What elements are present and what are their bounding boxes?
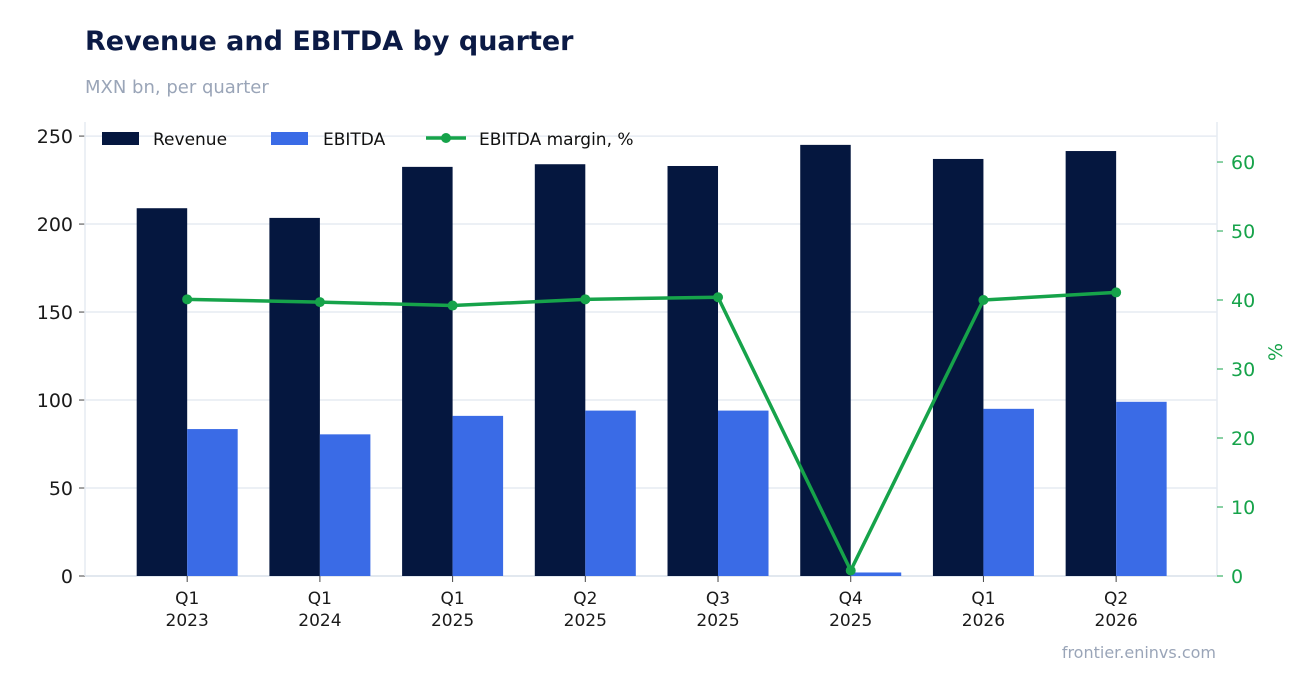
legend-swatch: [271, 132, 308, 145]
left-axis-tick-label: 0: [61, 566, 73, 588]
ebitda-bar: [850, 572, 902, 576]
revenue-bar: [1065, 151, 1117, 576]
x-axis-tick-label: Q1: [440, 589, 464, 609]
x-axis-tick-label: Q1: [308, 589, 332, 609]
revenue-bar: [667, 165, 719, 576]
legend-swatch: [102, 132, 139, 145]
ebitda-bar: [585, 410, 636, 576]
revenue-bar: [402, 166, 453, 577]
legend-label: EBITDA: [323, 130, 386, 150]
x-axis-tick-label: Q4: [839, 589, 863, 609]
legend-swatch-marker: [441, 133, 451, 143]
chart-subtitle: MXN bn, per quarter: [85, 77, 269, 98]
x-axis-tick-label: 2024: [298, 611, 341, 631]
right-axis-label: %: [1265, 343, 1287, 361]
ebitda-margin-point: [845, 565, 856, 576]
x-axis-tick-label: Q1: [971, 589, 995, 609]
ebitda-bar: [718, 410, 769, 576]
left-axis-tick-label: 200: [37, 214, 73, 236]
left-axis-tick-label: 250: [37, 126, 73, 148]
x-axis-tick-label: 2025: [829, 611, 872, 631]
ebitda-margin-point: [713, 292, 724, 303]
ebitda-margin-point: [580, 294, 591, 305]
x-axis-tick-label: 2026: [1095, 611, 1138, 631]
right-axis-tick-label: 30: [1231, 359, 1255, 381]
x-axis-tick-label: Q2: [573, 589, 597, 609]
left-axis-tick-label: 100: [37, 390, 73, 412]
ebitda-bar: [1116, 401, 1167, 576]
revenue-bar: [269, 217, 320, 576]
x-axis-tick-label: Q2: [1104, 589, 1128, 609]
left-axis-tick-label: 50: [49, 478, 73, 500]
right-axis-tick-label: 40: [1231, 290, 1255, 312]
ebitda-margin-point: [447, 300, 458, 311]
legend-label: EBITDA margin, %: [479, 130, 634, 150]
x-axis-tick-label: Q1: [175, 589, 199, 609]
ebitda-bar: [187, 429, 238, 576]
ebitda-bar: [983, 408, 1034, 576]
right-axis-tick-label: 60: [1231, 152, 1255, 174]
legend: Revenue EBITDA EBITDA margin, %: [102, 130, 634, 150]
chart-title: Revenue and EBITDA by quarter: [85, 26, 574, 57]
ebitda-bar: [319, 434, 371, 576]
legend-label: Revenue: [153, 130, 227, 150]
revenue-bar: [800, 144, 851, 576]
revenue-bar: [932, 158, 984, 576]
x-axis-tick-label: Q3: [706, 589, 730, 609]
right-axis-tick-label: 50: [1231, 221, 1255, 243]
right-axis-tick-label: 0: [1231, 566, 1243, 588]
right-axis-tick-label: 20: [1231, 428, 1255, 450]
ebitda-margin-point: [314, 297, 325, 308]
x-axis-tick-label: 2026: [962, 611, 1005, 631]
revenue-bar: [534, 164, 586, 577]
ebitda-margin-point: [978, 295, 989, 306]
source-label: frontier.eninvs.com: [1061, 643, 1216, 662]
ebitda-margin-point: [1111, 287, 1122, 298]
revenue-bar: [136, 208, 188, 577]
x-axis-tick-label: 2025: [696, 611, 739, 631]
x-axis-tick-label: 2025: [431, 611, 474, 631]
x-axis-tick-label: 2025: [564, 611, 607, 631]
ebitda-margin-point: [182, 294, 193, 305]
x-axis-tick-label: 2023: [166, 611, 209, 631]
ebitda-bar: [452, 415, 504, 576]
ebitda-margin-line: [187, 290, 1117, 573]
right-axis-tick-label: 10: [1231, 497, 1255, 519]
left-axis-tick-label: 150: [37, 302, 73, 324]
